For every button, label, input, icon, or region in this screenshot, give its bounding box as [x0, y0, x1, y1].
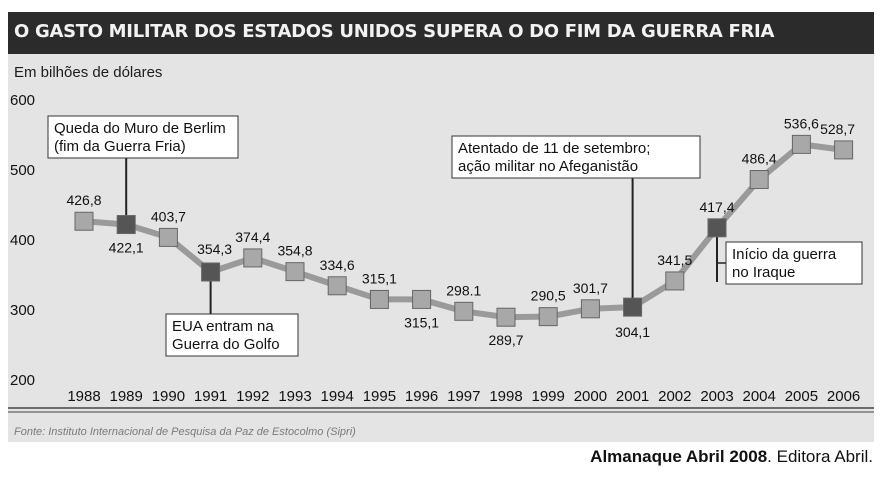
data-point-marker: [116, 215, 136, 235]
credit-title: Almanaque Abril 2008: [590, 447, 768, 466]
data-label: 315,1: [404, 314, 439, 330]
y-tick-label: 300: [10, 302, 35, 319]
data-label: 354,3: [197, 241, 232, 257]
data-point-marker: [74, 211, 94, 231]
data-label: 426,8: [66, 192, 101, 208]
x-tick-label: 1989: [110, 388, 143, 405]
data-label: 528,7: [820, 121, 855, 137]
data-point-marker: [285, 262, 305, 282]
annotation-box: [725, 241, 863, 285]
data-label: 334,6: [320, 257, 355, 273]
x-tick-label: 1992: [236, 388, 269, 405]
data-point-marker: [454, 301, 474, 321]
x-tick-label: 2004: [743, 388, 776, 405]
data-label: 304,1: [615, 324, 650, 340]
title-bar: O GASTO MILITAR DOS ESTADOS UNIDOS SUPER…: [8, 12, 874, 54]
y-tick-label: 200: [10, 372, 35, 389]
x-tick-label: 1994: [321, 388, 354, 405]
annotation-text: Início da guerra: [732, 246, 837, 263]
x-tick-label: 1990: [152, 388, 185, 405]
annotation-box: [165, 313, 299, 357]
annotation-box: [451, 135, 701, 179]
x-tick-label: 1999: [532, 388, 565, 405]
data-label: 354,8: [277, 243, 312, 259]
annotation-text: ação militar no Afeganistão: [458, 158, 638, 175]
credit-publisher: . Editora Abril.: [767, 447, 873, 466]
x-tick-label: 2003: [700, 388, 733, 405]
line-chart: 200 300 400 500 600 1988 1989 1990 1991 1992 1993 1…: [8, 92, 874, 413]
x-tick-label: 2005: [785, 388, 818, 405]
data-point-marker: [791, 134, 811, 154]
data-label: 298.1: [446, 282, 481, 298]
data-point-marker: [623, 297, 643, 317]
data-label: 315,1: [362, 270, 397, 286]
x-tick-label: 1991: [194, 388, 227, 405]
publication-credit: Almanaque Abril 2008. Editora Abril.: [590, 447, 873, 467]
data-label: 403,7: [151, 208, 186, 224]
data-label: 290,5: [531, 288, 566, 304]
x-tick-label: 1998: [489, 388, 522, 405]
x-tick-label: 1995: [363, 388, 396, 405]
data-label: 536,6: [784, 115, 819, 131]
x-tick-label: 2001: [616, 388, 649, 405]
annotation-text: no Iraque: [732, 264, 795, 281]
data-label: 422,1: [109, 240, 144, 256]
chart-title: O GASTO MILITAR DOS ESTADOS UNIDOS SUPER…: [14, 21, 775, 42]
data-point-marker: [665, 271, 685, 291]
data-point-marker: [538, 307, 558, 327]
annotation-text: EUA entram na: [172, 318, 274, 335]
annotation-text: (fim da Guerra Fria): [54, 138, 186, 155]
y-tick-label: 600: [10, 92, 35, 109]
annotation-text: Guerra do Golfo: [172, 336, 280, 353]
data-point-marker: [327, 276, 347, 296]
x-tick-label: 1996: [405, 388, 438, 405]
x-tick-label: 1997: [447, 388, 480, 405]
x-tick-label: 1988: [67, 388, 100, 405]
data-label: 341,5: [657, 252, 692, 268]
y-tick-label: 400: [10, 232, 35, 249]
x-tick-label: 2000: [574, 388, 607, 405]
x-tick-label: 1993: [278, 388, 311, 405]
annotation-text: Queda do Muro de Berlim: [54, 120, 226, 137]
y-axis-unit-label: Em bilhões de dólares: [14, 64, 163, 81]
x-tick-label: 2002: [658, 388, 691, 405]
data-label: 417,4: [699, 199, 734, 215]
y-tick-label: 500: [10, 162, 35, 179]
data-label: 374,4: [235, 229, 270, 245]
data-point-marker: [749, 170, 769, 190]
data-label: 301,7: [573, 280, 608, 296]
data-point-marker: [707, 218, 727, 238]
data-point-marker: [158, 227, 178, 247]
data-point-marker: [580, 299, 600, 319]
data-point-marker: [369, 289, 389, 309]
x-tick-label: 2006: [827, 388, 860, 405]
annotation-text: Atentado de 11 de setembro;: [458, 140, 650, 157]
data-point-marker: [496, 307, 516, 327]
data-point-marker: [834, 140, 854, 160]
data-label: 486,4: [742, 151, 777, 167]
data-point-marker: [201, 262, 221, 282]
source-note: Fonte: Instituto Internacional de Pesqui…: [14, 426, 356, 438]
data-label: 289,7: [488, 332, 523, 348]
chart-figure: O GASTO MILITAR DOS ESTADOS UNIDOS SUPER…: [8, 12, 874, 442]
data-point-marker: [412, 289, 432, 309]
data-point-marker: [243, 248, 263, 268]
annotation-box: [47, 115, 239, 159]
